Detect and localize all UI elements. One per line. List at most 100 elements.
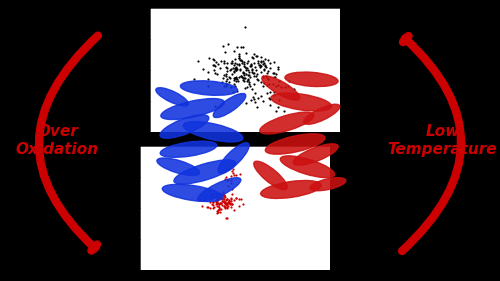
Point xyxy=(236,172,244,177)
Point xyxy=(212,198,220,203)
Point xyxy=(230,48,238,53)
Point xyxy=(211,194,219,198)
Y-axis label: $^{15}$N ppm: $^{15}$N ppm xyxy=(125,56,135,84)
Point xyxy=(223,201,231,205)
Point xyxy=(246,73,254,77)
Point xyxy=(204,70,212,74)
Point xyxy=(224,201,232,206)
Point xyxy=(206,200,214,205)
Point xyxy=(231,66,239,70)
Point xyxy=(228,72,236,76)
Point xyxy=(214,196,222,200)
Point xyxy=(258,55,266,60)
Point xyxy=(260,61,268,66)
Point xyxy=(220,200,228,205)
Point xyxy=(244,61,252,65)
Point xyxy=(218,44,226,49)
Point xyxy=(226,201,234,205)
Point xyxy=(227,202,235,206)
Point xyxy=(250,97,258,101)
Point xyxy=(246,62,254,66)
Point xyxy=(233,45,241,49)
Point xyxy=(215,202,223,206)
Point xyxy=(224,197,232,201)
Point xyxy=(250,60,258,65)
Point xyxy=(232,67,240,71)
Point xyxy=(204,205,212,210)
Point xyxy=(220,192,228,197)
Ellipse shape xyxy=(160,141,217,157)
Point xyxy=(210,68,218,72)
Point xyxy=(264,96,272,100)
Point xyxy=(235,56,243,60)
Point xyxy=(220,204,228,208)
Point xyxy=(274,83,282,87)
Point xyxy=(266,60,274,65)
Point xyxy=(244,78,252,82)
Point xyxy=(213,211,221,216)
Point xyxy=(278,85,285,89)
Point xyxy=(210,56,218,61)
Point xyxy=(260,67,268,71)
Point xyxy=(215,205,223,209)
Point xyxy=(214,195,222,199)
Point xyxy=(239,44,247,49)
Point xyxy=(284,84,292,89)
Point xyxy=(274,67,282,71)
Point xyxy=(212,202,220,206)
Point xyxy=(256,65,264,69)
Point xyxy=(220,197,228,201)
Point xyxy=(250,82,258,86)
Point xyxy=(231,57,239,62)
Point xyxy=(256,58,264,63)
Point xyxy=(224,178,232,183)
Point xyxy=(238,60,246,65)
Point xyxy=(235,74,243,79)
Point xyxy=(230,76,238,81)
Point xyxy=(240,62,248,66)
Point xyxy=(220,206,228,211)
Point xyxy=(237,44,245,49)
Ellipse shape xyxy=(180,81,238,95)
Point xyxy=(216,201,224,205)
Point xyxy=(240,71,248,75)
Point xyxy=(220,194,228,199)
Point xyxy=(204,55,212,60)
Point xyxy=(264,58,272,62)
Point xyxy=(266,103,274,107)
Point xyxy=(226,202,234,206)
Point xyxy=(217,201,225,206)
Point xyxy=(214,192,222,197)
Point xyxy=(214,208,222,212)
Point xyxy=(260,68,268,72)
Point xyxy=(248,67,256,72)
Point xyxy=(228,169,236,174)
Point xyxy=(230,208,238,212)
Point xyxy=(230,82,238,87)
Point xyxy=(213,196,221,200)
Point xyxy=(262,73,270,78)
Point xyxy=(228,192,235,197)
Point xyxy=(214,203,222,208)
Point xyxy=(266,66,274,71)
Point xyxy=(260,81,268,85)
Point xyxy=(214,209,222,214)
Point xyxy=(209,63,217,67)
Point xyxy=(232,68,240,72)
Point xyxy=(233,67,241,72)
Point xyxy=(271,74,279,79)
Ellipse shape xyxy=(260,112,314,134)
Point xyxy=(228,187,235,191)
Point xyxy=(218,207,226,211)
Point xyxy=(216,196,224,200)
Text: Over
Oxidation: Over Oxidation xyxy=(16,124,99,157)
Point xyxy=(230,173,238,177)
Point xyxy=(225,198,233,203)
Ellipse shape xyxy=(218,143,249,173)
Point xyxy=(208,193,216,197)
Point xyxy=(264,69,272,73)
Point xyxy=(238,78,246,82)
Point xyxy=(228,174,235,178)
Point xyxy=(270,71,278,75)
Point xyxy=(242,68,250,72)
